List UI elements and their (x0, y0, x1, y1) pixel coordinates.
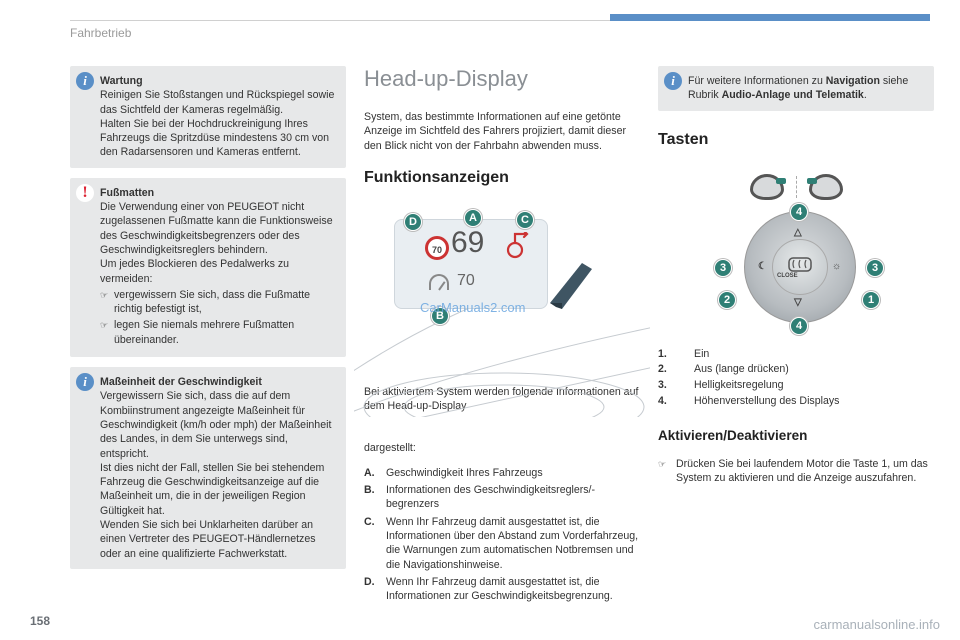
hud-intro: System, das bestimmte Informationen auf … (364, 110, 640, 153)
buttons-figure: △ ▽ ☾ ☼ CLOSE 1 2 3 3 4 4 (658, 167, 934, 337)
list-item: C.Wenn Ihr Fahrzeug damit ausgestattet i… (364, 515, 640, 572)
col-right: i Für weitere Informationen zu Navigatio… (658, 66, 934, 626)
box-fussmatten-body: Die Verwendung einer von PEUGEOT nicht z… (100, 201, 333, 284)
list-item: 3.Helligkeitsregelung (658, 378, 934, 394)
hud-letter-list: A.Geschwindigkeit Ihres Fahrzeugs B.Info… (364, 466, 640, 607)
watermark-cm2: CarManuals2.com (420, 300, 526, 315)
box-masseinheit: i Maßeinheit der Geschwindigkeit Vergewi… (70, 367, 346, 569)
activate-body: Drücken Sie bei laufendem Motor die Tast… (676, 458, 928, 484)
section-label: Fahrbetrieb (70, 26, 131, 40)
list-val: Informationen des Geschwindigkeitsregler… (386, 483, 640, 512)
columns: i Wartung Reinigen Sie Stoßstangen und R… (70, 66, 930, 626)
btn-badge-2: 2 (718, 291, 736, 309)
list-val: Helligkeitsregelung (694, 378, 784, 394)
info-icon: i (76, 373, 94, 391)
list-item: D.Wenn Ihr Fahrzeug damit ausgestattet i… (364, 575, 640, 604)
page-root: Fahrbetrieb i Wartung Reinigen Sie Stoßs… (0, 0, 960, 640)
hud-h2: Funktionsanzeigen (364, 169, 640, 187)
nav-info-bold2: Audio-Anlage und Telematik (722, 89, 864, 101)
list-key: 1. (658, 347, 694, 363)
navigation-arrow-icon (505, 232, 533, 260)
page-number: 158 (30, 614, 50, 628)
btn-badge-4b: 4 (790, 317, 808, 335)
activate-list: Drücken Sie bei laufendem Motor die Tast… (658, 457, 934, 486)
hud-figure: 70 69 70 A B C D (364, 207, 640, 367)
box-masseinheit-body: Vergewissern Sie sich, dass die auf dem … (100, 390, 331, 559)
list-item: legen Sie niemals mehrere Fußmatten über… (100, 318, 336, 347)
box-wartung: i Wartung Reinigen Sie Stoßstangen und R… (70, 66, 346, 168)
btn-badge-1: 1 (862, 291, 880, 309)
btn-badge-3b: 3 (866, 259, 884, 277)
hud-panel: 70 69 70 (394, 219, 548, 309)
list-key: C. (364, 515, 386, 572)
list-val: Aus (lange drücken) (694, 362, 789, 378)
list-item: 4.Höhenverstellung des Displays (658, 394, 934, 410)
info-icon: i (664, 72, 682, 90)
list-item: A.Geschwindigkeit Ihres Fahrzeugs (364, 466, 640, 480)
list-item: 2.Aus (lange drücken) (658, 362, 934, 378)
spacer (364, 423, 640, 431)
box-fussmatten-title: Fußmatten (100, 186, 336, 200)
list-val: Wenn Ihr Fahrzeug damit ausgestattet ist… (386, 575, 640, 604)
list-item: vergewissern Sie sich, dass die Fußmatte… (100, 288, 336, 317)
col-mid: Head-up-Display System, das bestimmte In… (364, 66, 640, 626)
list-val: Wenn Ihr Fahrzeug damit ausgestattet ist… (386, 515, 640, 572)
hud-title: Head-up-Display (364, 66, 640, 92)
btn-badge-3a: 3 (714, 259, 732, 277)
nav-info-bold1: Navigation (826, 75, 880, 87)
list-key: A. (364, 466, 386, 480)
list-key: 3. (658, 378, 694, 394)
speedometer-icon (429, 274, 449, 290)
nav-info-pre: Für weitere Informationen zu (688, 75, 826, 87)
sun-icon: ☼ (832, 261, 841, 272)
up-icon: △ (794, 227, 802, 238)
wheel-indicator (658, 171, 934, 203)
tasten-title: Tasten (658, 131, 934, 149)
warn-icon: ! (76, 184, 94, 202)
list-item: B.Informationen des Geschwindigkeitsregl… (364, 483, 640, 512)
list-val: Höhenverstellung des Displays (694, 394, 839, 410)
nav-info-post: . (864, 89, 867, 101)
watermark-cmi: carmanualsonline.info (814, 617, 940, 632)
col-left: i Wartung Reinigen Sie Stoßstangen und R… (70, 66, 346, 626)
separator (796, 176, 797, 198)
box-fussmatten-list: vergewissern Sie sich, dass die Fußmatte… (100, 288, 336, 347)
activate-text: Drücken Sie bei laufendem Motor die Tast… (676, 457, 934, 486)
down-icon: ▽ (794, 297, 802, 308)
bullet-icon (658, 457, 676, 486)
list-val: Geschwindigkeit Ihres Fahrzeugs (386, 466, 640, 480)
control-pad: △ ▽ ☾ ☼ CLOSE (744, 211, 856, 323)
hud-badge-d: D (404, 213, 422, 231)
tasten-num-list: 1.Ein 2.Aus (lange drücken) 3.Helligkeit… (658, 347, 934, 411)
list-key: 2. (658, 362, 694, 378)
hud-badge-c: C (516, 211, 534, 229)
close-label: CLOSE (777, 273, 798, 279)
box-wartung-title: Wartung (100, 74, 336, 88)
box-navigation-info: i Für weitere Informationen zu Navigatio… (658, 66, 934, 111)
hud-small-speed: 70 (457, 272, 475, 290)
hud-stand (550, 263, 592, 309)
list-key: 4. (658, 394, 694, 410)
list-key: D. (364, 575, 386, 604)
header-accent (610, 14, 930, 21)
speed-sign-icon: 70 (425, 236, 449, 260)
hud-badge-a: A (464, 209, 482, 227)
btn-badge-4a: 4 (790, 203, 808, 221)
defrost-icon (788, 255, 812, 273)
box-fussmatten: ! Fußmatten Die Verwendung einer von PEU… (70, 178, 346, 357)
moon-icon: ☾ (758, 261, 767, 272)
box-masseinheit-title: Maßeinheit der Geschwindigkeit (100, 375, 336, 389)
list-item: Drücken Sie bei laufendem Motor die Tast… (658, 457, 934, 486)
hud-darg: dargestellt: (364, 441, 640, 455)
info-icon: i (76, 72, 94, 90)
list-key: B. (364, 483, 386, 512)
list-val: Ein (694, 347, 709, 363)
box-wartung-body: Reinigen Sie Stoßstangen und Rückspiegel… (100, 89, 334, 158)
hud-big-speed: 69 (451, 226, 484, 260)
steering-wheel-left-icon (750, 174, 784, 200)
list-item: 1.Ein (658, 347, 934, 363)
activate-title: Aktivieren/Deaktivieren (658, 428, 934, 443)
steering-wheel-right-icon (809, 174, 843, 200)
